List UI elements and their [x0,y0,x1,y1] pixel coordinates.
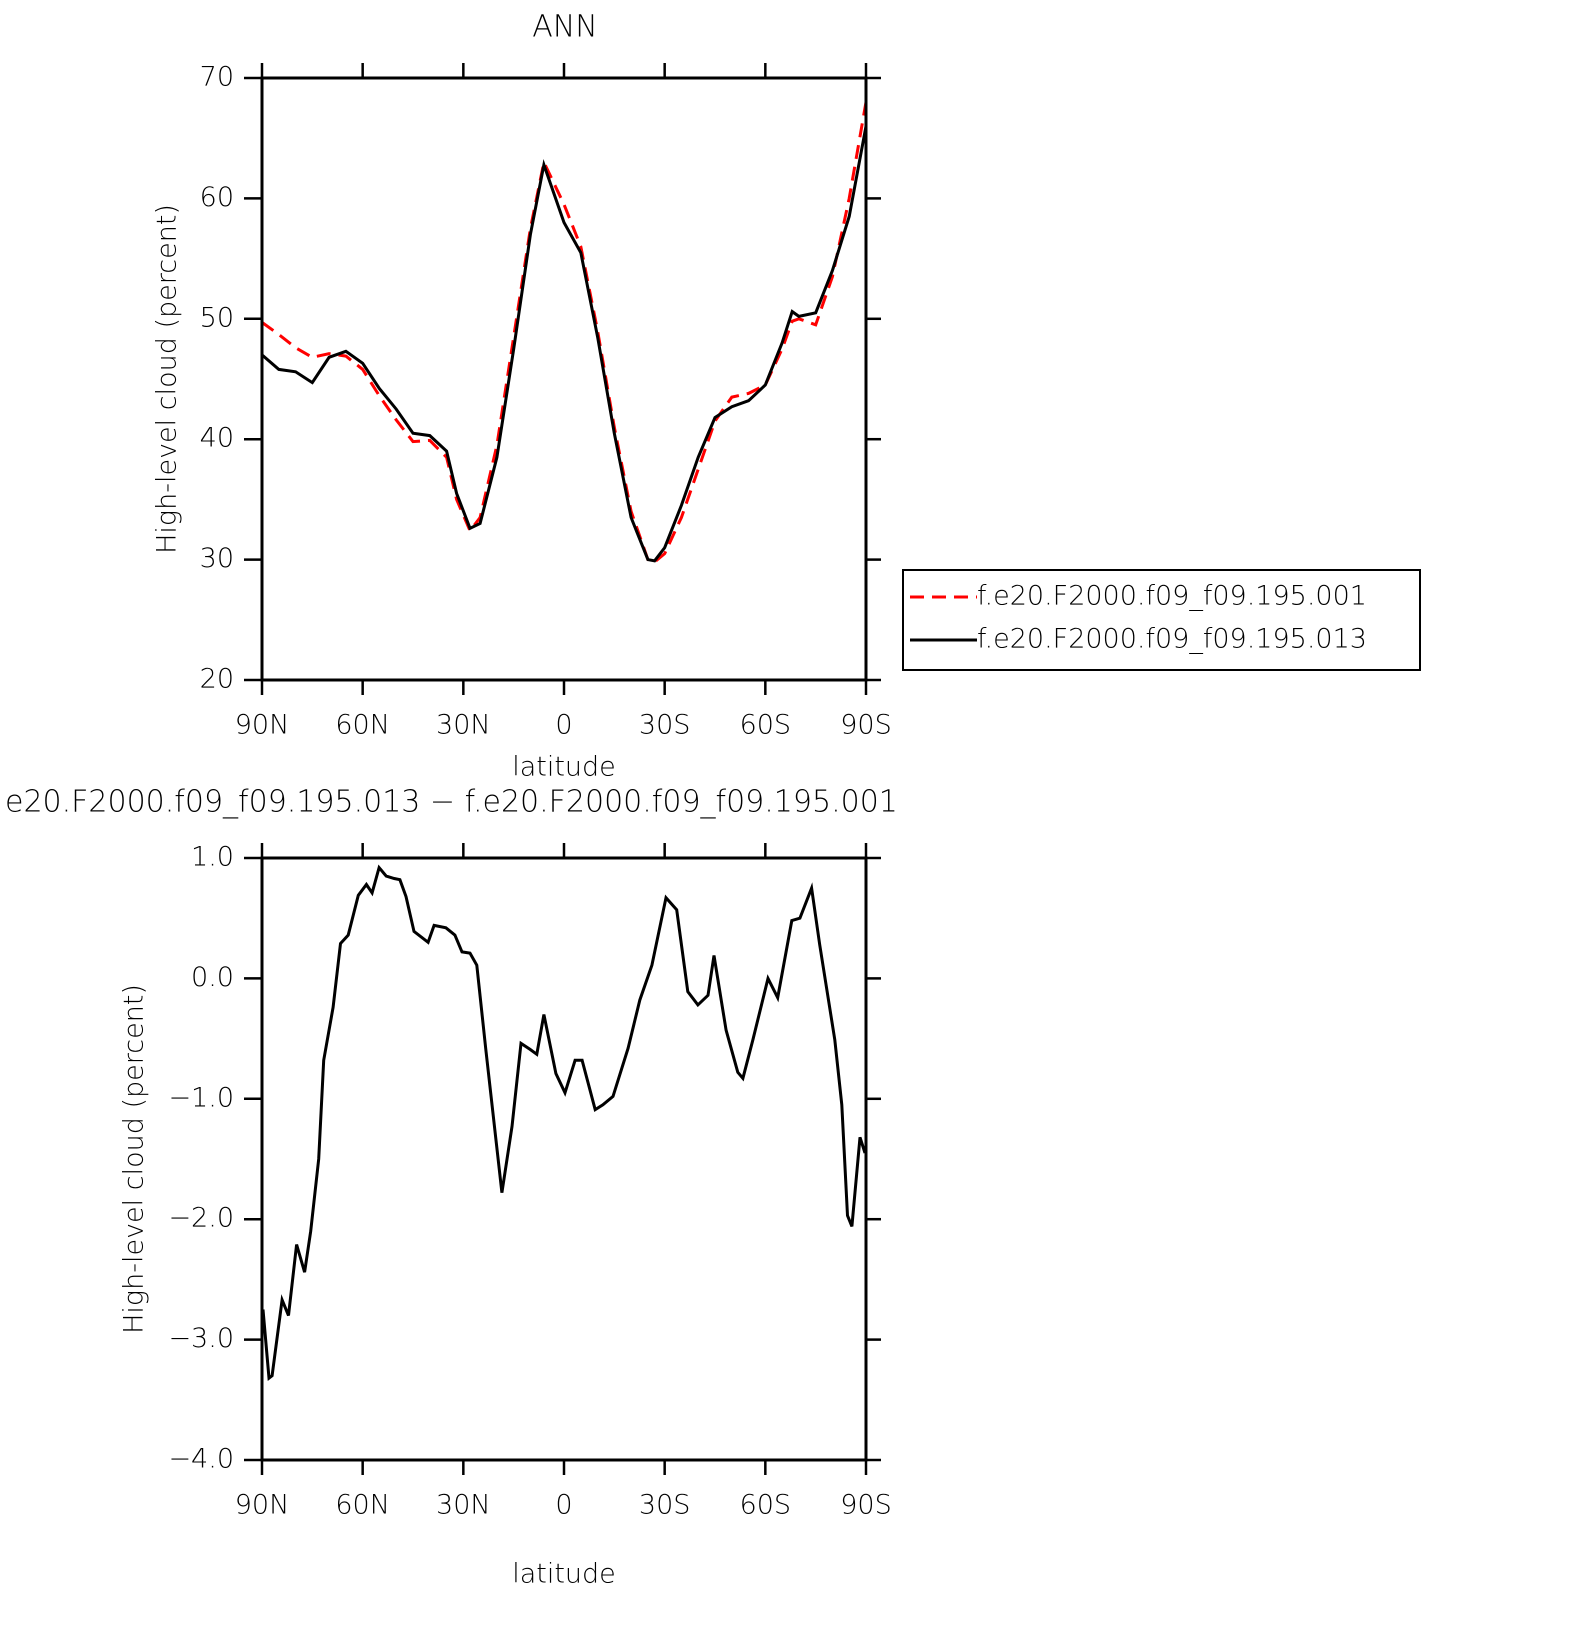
y-tick-label: 70 [200,62,234,93]
y-tick-label: −1.0 [168,1082,234,1113]
chart-title: ANN [532,10,597,45]
y-tick-label: −2.0 [168,1203,234,1234]
y-tick-label: 40 [200,423,234,454]
x-tick-label: 60N [335,1490,390,1521]
x-tick-label: 30S [639,1490,691,1521]
data-line [261,864,867,1381]
x-tick-label: 90N [235,710,290,741]
legend-label: f.e20.F2000.f09_f09.195.013 [977,624,1367,655]
plot-frame [260,856,868,1462]
x-tick-label: 90N [235,1490,290,1521]
y-axis-label: High-level cloud (percent) [152,204,183,554]
y-tick-label: −4.0 [168,1444,234,1475]
plot-frame [260,76,868,682]
y-tick-label: 50 [200,302,234,333]
x-tick-label: 0 [555,1490,572,1521]
y-axis-label: High-level cloud (percent) [119,984,150,1334]
x-tick-label: 60S [740,1490,792,1521]
data-line [261,101,868,564]
x-tick-label: 60N [335,710,390,741]
x-tick-label: 0 [555,710,572,741]
x-tick-label: 30N [436,710,491,741]
x-tick-label: 60S [740,710,792,741]
chart-title: e20.F2000.f09_f09.195.013 − f.e20.F2000.… [5,785,898,820]
x-axis-label: latitude [512,1559,616,1590]
y-tick-label: 60 [200,182,234,213]
y-tick-label: 20 [200,664,234,695]
x-tick-label: 30N [436,1490,491,1521]
y-tick-label: 0.0 [191,962,234,993]
x-tick-label: 90S [840,1490,892,1521]
x-axis-label: latitude [512,752,616,783]
legend-box [902,569,1421,671]
x-tick-label: 90S [840,710,892,741]
y-tick-label: 1.0 [191,842,234,873]
y-tick-label: 30 [200,543,234,574]
y-tick-label: −3.0 [168,1323,234,1354]
data-line [261,125,868,563]
legend-label: f.e20.F2000.f09_f09.195.001 [977,581,1367,612]
x-tick-label: 30S [639,710,691,741]
